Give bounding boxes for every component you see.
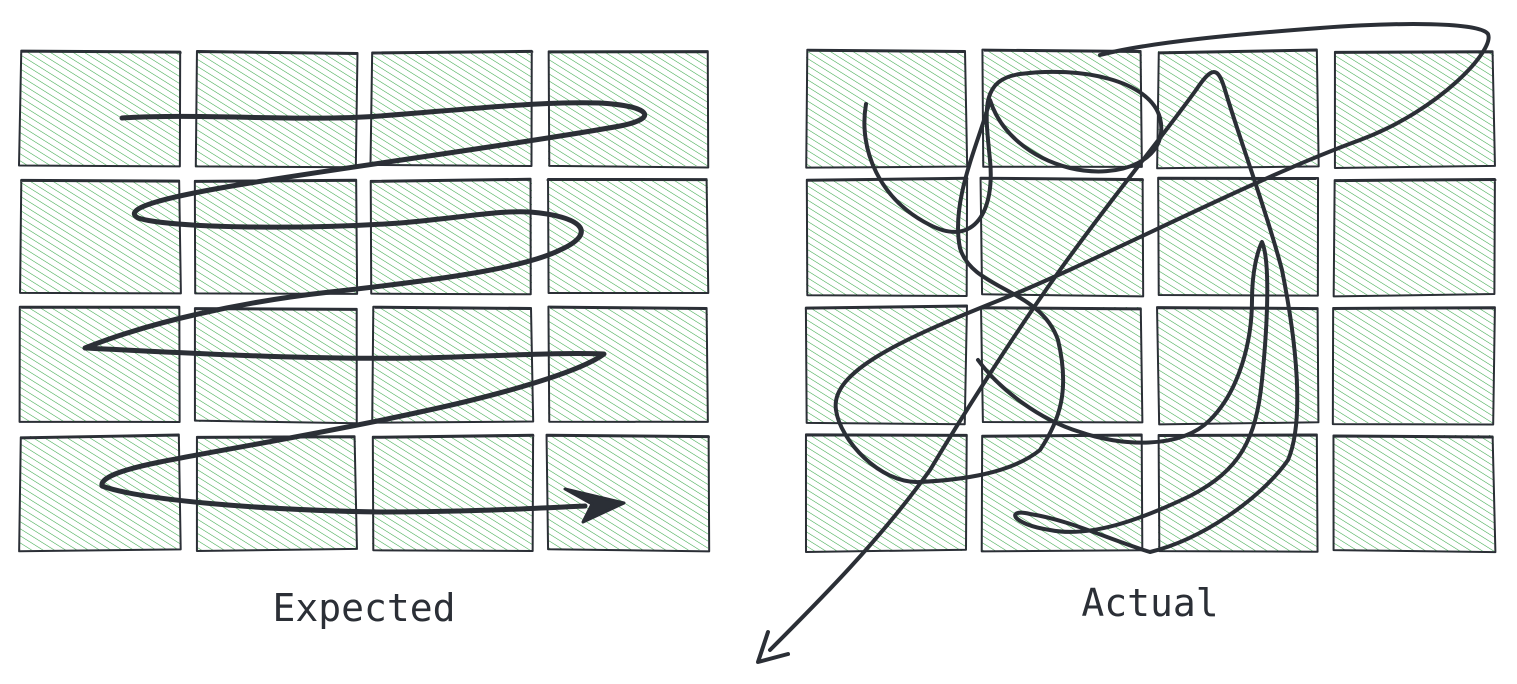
cell-border <box>804 304 968 426</box>
cell-hatch <box>548 52 708 166</box>
grid-cell <box>1332 434 1497 554</box>
grid-cell <box>19 178 182 295</box>
cell-border <box>1333 50 1496 169</box>
cell-hatch <box>1334 179 1494 295</box>
cell-hatch <box>1158 435 1318 551</box>
grid-cell <box>805 48 969 169</box>
cell-hatch <box>196 436 356 550</box>
actual-scribble-loop <box>768 70 1300 652</box>
grid-cell <box>1332 177 1497 298</box>
grid-cell <box>1331 306 1496 426</box>
cell-hatch <box>806 179 966 295</box>
cell-hatch <box>982 51 1142 167</box>
grid-cell <box>804 304 968 426</box>
actual-caption: Actual <box>1081 581 1218 625</box>
grid-cell <box>195 435 358 552</box>
cell-hatch <box>196 52 356 166</box>
cell-border <box>547 50 710 169</box>
grid-cell <box>546 178 710 295</box>
cell-border <box>18 433 182 553</box>
cell-hatch <box>20 52 180 166</box>
grid-cell <box>547 50 710 169</box>
cell-hatch <box>1334 307 1494 423</box>
cell-hatch <box>20 180 180 294</box>
actual-scribble <box>833 22 1491 485</box>
cell-border <box>18 305 181 423</box>
cell-border <box>547 305 709 423</box>
grid-cell <box>193 307 358 425</box>
cell-border <box>1331 306 1496 426</box>
grid-cell <box>981 48 1143 168</box>
grid-cell <box>979 176 1145 298</box>
cell-border <box>979 176 1145 298</box>
grid-cell <box>1156 48 1320 170</box>
cell-border <box>1332 177 1497 298</box>
grid-cell <box>17 49 182 168</box>
cell-border <box>17 49 182 168</box>
expected-arrowhead <box>563 487 626 524</box>
grid-cell <box>1157 433 1319 553</box>
cell-hatch <box>1334 435 1494 551</box>
cell-border <box>805 176 969 298</box>
cell-hatch <box>982 179 1142 295</box>
grid-cell <box>194 50 359 169</box>
grid-cell <box>804 433 968 554</box>
cell-hatch <box>20 436 180 550</box>
grid-cell <box>547 305 709 423</box>
cell-hatch <box>548 308 708 422</box>
cell-border <box>545 433 711 553</box>
grid-cell <box>980 433 1144 553</box>
cell-border <box>369 49 534 167</box>
grid-cell <box>1157 176 1320 297</box>
expected-caption: Expected <box>272 586 455 630</box>
expected-grid <box>17 49 711 553</box>
actual-grid <box>804 48 1497 554</box>
cell-border <box>19 178 182 295</box>
actual-panel: Actual <box>756 22 1497 664</box>
cell-hatch <box>372 436 532 550</box>
cell-hatch <box>1158 51 1318 167</box>
grid-cell <box>193 178 359 295</box>
cell-border <box>1332 434 1497 554</box>
cell-border <box>1156 48 1320 170</box>
grid-cell <box>805 176 969 298</box>
cell-hatch <box>1158 179 1318 295</box>
actual-arrowhead <box>756 630 790 664</box>
grid-cell <box>18 433 182 553</box>
cell-border <box>371 305 535 424</box>
cell-hatch <box>806 51 966 167</box>
cell-hatch <box>196 308 356 422</box>
cell-border <box>804 433 968 554</box>
expected-path <box>82 100 647 515</box>
expected-panel: Expected <box>17 49 711 630</box>
cell-border <box>369 177 532 296</box>
cell-hatch <box>196 180 356 294</box>
cell-hatch <box>548 180 708 294</box>
grid-cell <box>371 433 535 553</box>
